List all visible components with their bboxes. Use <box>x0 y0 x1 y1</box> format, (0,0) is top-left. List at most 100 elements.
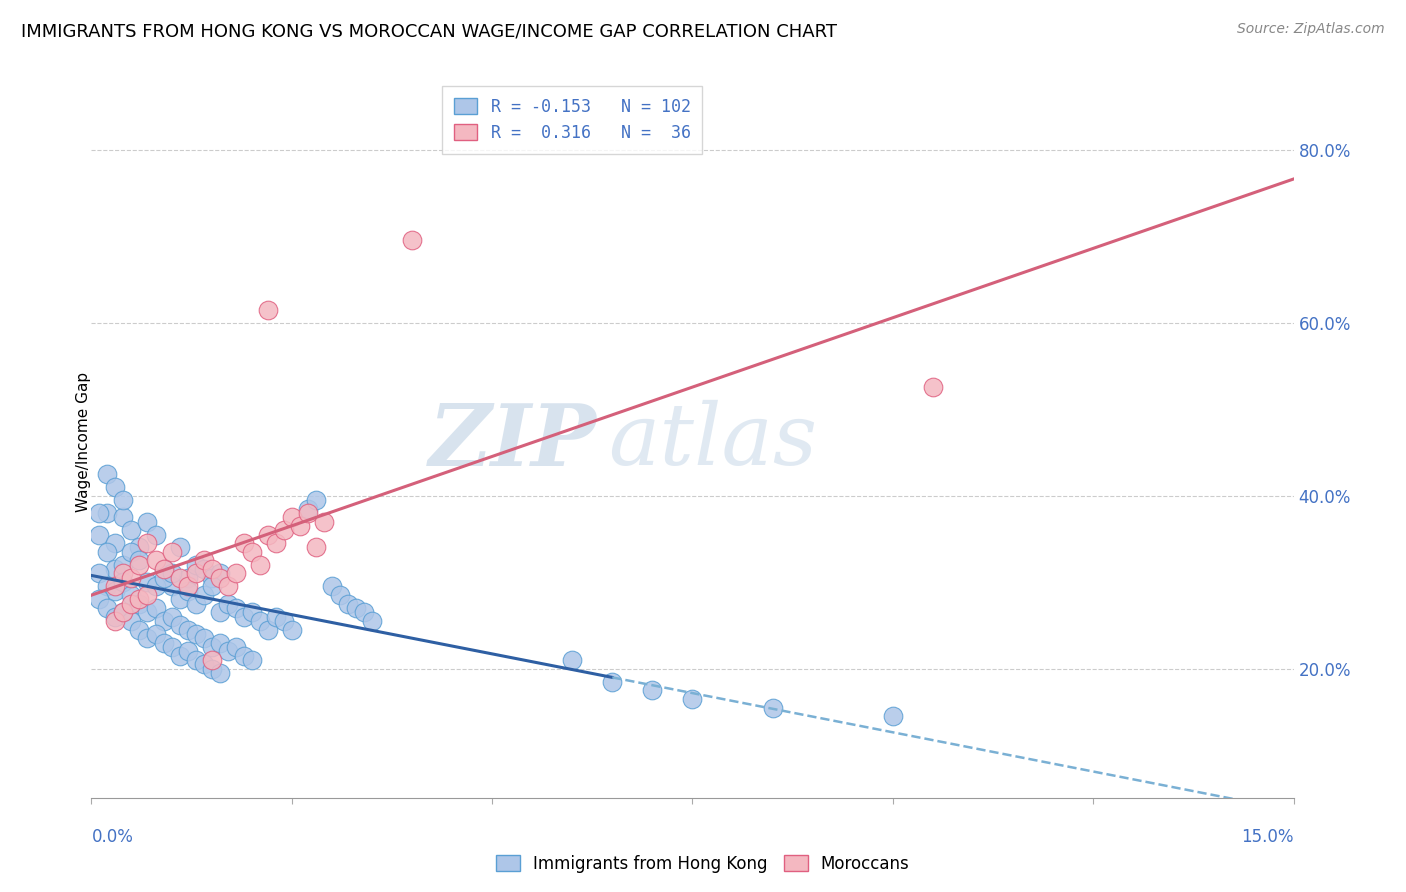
Text: 15.0%: 15.0% <box>1241 828 1294 846</box>
Point <box>561 653 583 667</box>
Point <box>104 480 127 494</box>
Point <box>169 648 191 663</box>
Point <box>136 632 159 646</box>
Point <box>89 566 111 581</box>
Point <box>96 545 118 559</box>
Point <box>152 635 174 649</box>
Point <box>184 566 207 581</box>
Point <box>264 609 287 624</box>
Point <box>201 562 224 576</box>
Point <box>89 592 111 607</box>
Point <box>281 510 304 524</box>
Point <box>112 575 135 590</box>
Point <box>681 691 703 706</box>
Point <box>96 467 118 481</box>
Point <box>329 588 352 602</box>
Point <box>145 553 167 567</box>
Point <box>112 510 135 524</box>
Point <box>360 614 382 628</box>
Point <box>288 519 311 533</box>
Point <box>104 579 127 593</box>
Point <box>297 501 319 516</box>
Point <box>128 558 150 572</box>
Point <box>217 579 239 593</box>
Point <box>121 614 143 628</box>
Point <box>112 558 135 572</box>
Point <box>169 618 191 632</box>
Point <box>128 553 150 567</box>
Point <box>641 683 664 698</box>
Point <box>193 632 215 646</box>
Point <box>145 627 167 641</box>
Point <box>225 566 247 581</box>
Point <box>89 527 111 541</box>
Point <box>136 515 159 529</box>
Point <box>112 606 135 620</box>
Point <box>305 492 328 507</box>
Point <box>193 562 215 576</box>
Point <box>225 640 247 654</box>
Point <box>160 579 183 593</box>
Point <box>136 536 159 550</box>
Point <box>145 527 167 541</box>
Point <box>249 558 271 572</box>
Point <box>145 601 167 615</box>
Point <box>217 597 239 611</box>
Point <box>240 653 263 667</box>
Point <box>336 597 359 611</box>
Point <box>176 644 198 658</box>
Point <box>240 545 263 559</box>
Point <box>104 536 127 550</box>
Text: atlas: atlas <box>609 401 817 483</box>
Point <box>264 536 287 550</box>
Point <box>184 558 207 572</box>
Point <box>240 606 263 620</box>
Point <box>96 506 118 520</box>
Point <box>152 614 174 628</box>
Point <box>602 674 624 689</box>
Point <box>112 606 135 620</box>
Point <box>184 627 207 641</box>
Point <box>193 657 215 672</box>
Point <box>762 700 785 714</box>
Point <box>297 506 319 520</box>
Point <box>225 601 247 615</box>
Point <box>321 579 343 593</box>
Point <box>104 609 127 624</box>
Point <box>273 523 295 537</box>
Point <box>104 583 127 598</box>
Point <box>136 588 159 602</box>
Point <box>256 302 278 317</box>
Point <box>273 614 295 628</box>
Point <box>121 545 143 559</box>
Point <box>96 579 118 593</box>
Point <box>344 601 367 615</box>
Point <box>208 665 231 680</box>
Point <box>121 588 143 602</box>
Point <box>193 588 215 602</box>
Point <box>922 380 945 394</box>
Point <box>256 527 278 541</box>
Point <box>136 575 159 590</box>
Point <box>169 541 191 555</box>
Point <box>128 597 150 611</box>
Point <box>160 609 183 624</box>
Point <box>249 614 271 628</box>
Point <box>160 640 183 654</box>
Point <box>176 579 198 593</box>
Point <box>128 541 150 555</box>
Point <box>96 601 118 615</box>
Point <box>193 553 215 567</box>
Point <box>201 640 224 654</box>
Point <box>184 653 207 667</box>
Point <box>104 562 127 576</box>
Point <box>312 515 335 529</box>
Point <box>176 571 198 585</box>
Text: ZIP: ZIP <box>429 400 596 483</box>
Legend: Immigrants from Hong Kong, Moroccans: Immigrants from Hong Kong, Moroccans <box>489 848 917 880</box>
Point <box>201 662 224 676</box>
Text: 0.0%: 0.0% <box>91 828 134 846</box>
Point <box>128 623 150 637</box>
Point <box>152 562 174 576</box>
Point <box>208 606 231 620</box>
